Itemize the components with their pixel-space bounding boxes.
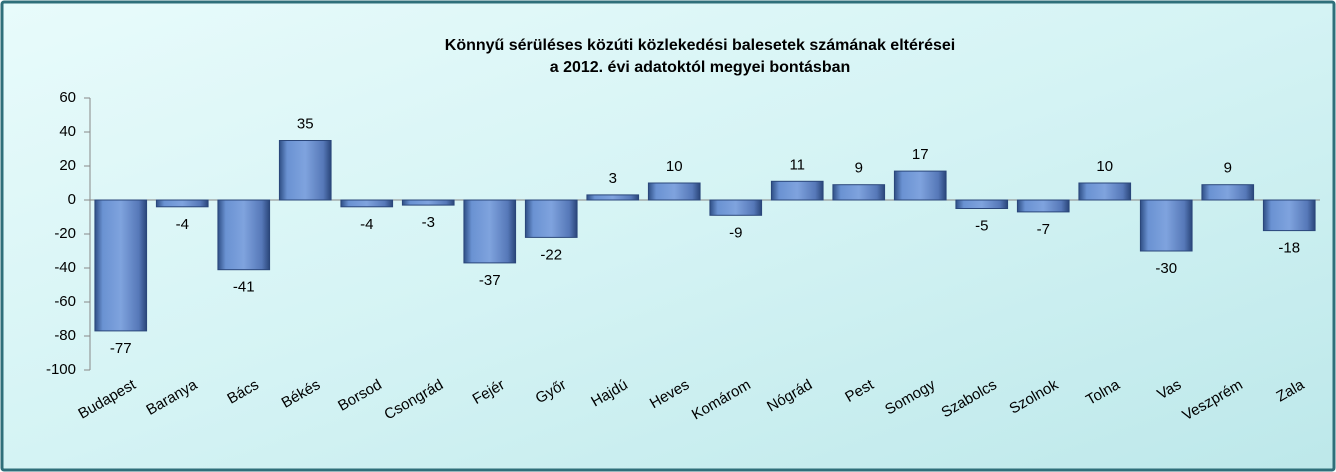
y-tick-label: -100 bbox=[46, 361, 76, 378]
data-label: -3 bbox=[422, 214, 435, 231]
data-label: -18 bbox=[1278, 240, 1300, 257]
bar bbox=[709, 199, 763, 216]
bar bbox=[340, 199, 394, 208]
bar bbox=[155, 199, 209, 208]
bar bbox=[770, 180, 824, 201]
data-label: -37 bbox=[479, 272, 501, 289]
data-label: 11 bbox=[789, 156, 805, 173]
chart-title: a 2012. évi adatoktól megyei bontásban bbox=[550, 59, 851, 76]
bar bbox=[94, 199, 148, 332]
y-tick-label: -80 bbox=[54, 327, 76, 344]
data-label: -7 bbox=[1037, 221, 1050, 238]
y-tick-label: -20 bbox=[54, 225, 76, 242]
chart-title: Könnyű sérüléses közúti közlekedési bale… bbox=[445, 37, 955, 54]
data-label: 10 bbox=[666, 158, 683, 175]
bar bbox=[832, 184, 886, 201]
bar bbox=[1078, 182, 1132, 201]
y-tick-label: -40 bbox=[54, 259, 76, 276]
y-tick-label: 0 bbox=[68, 191, 76, 208]
data-label: -22 bbox=[540, 246, 562, 263]
data-label: -41 bbox=[233, 279, 255, 296]
data-label: 9 bbox=[1224, 160, 1232, 177]
bar bbox=[955, 199, 1009, 209]
bar bbox=[278, 140, 332, 201]
y-tick-label: -60 bbox=[54, 293, 76, 310]
data-label: 17 bbox=[912, 146, 929, 163]
bar bbox=[524, 199, 578, 238]
data-label: 9 bbox=[855, 160, 863, 177]
y-tick-label: 60 bbox=[59, 89, 76, 106]
bar bbox=[217, 199, 271, 271]
data-label: -4 bbox=[360, 216, 373, 233]
data-label: 3 bbox=[609, 170, 617, 187]
data-label: -30 bbox=[1155, 260, 1177, 277]
y-tick-label: 20 bbox=[59, 157, 76, 174]
bar bbox=[1139, 199, 1193, 252]
bar bbox=[647, 182, 701, 201]
bar bbox=[401, 199, 455, 206]
data-label: 10 bbox=[1096, 158, 1113, 175]
bar bbox=[1201, 184, 1255, 201]
data-label: 35 bbox=[297, 115, 314, 132]
bar bbox=[893, 170, 947, 201]
bar bbox=[1262, 199, 1316, 232]
bar bbox=[586, 194, 640, 201]
bar bbox=[463, 199, 517, 264]
data-label: -77 bbox=[110, 340, 132, 357]
data-label: -9 bbox=[729, 224, 742, 241]
y-tick-label: 40 bbox=[59, 123, 76, 140]
data-label: -5 bbox=[975, 217, 988, 234]
data-label: -4 bbox=[176, 216, 189, 233]
bar bbox=[1016, 199, 1070, 213]
